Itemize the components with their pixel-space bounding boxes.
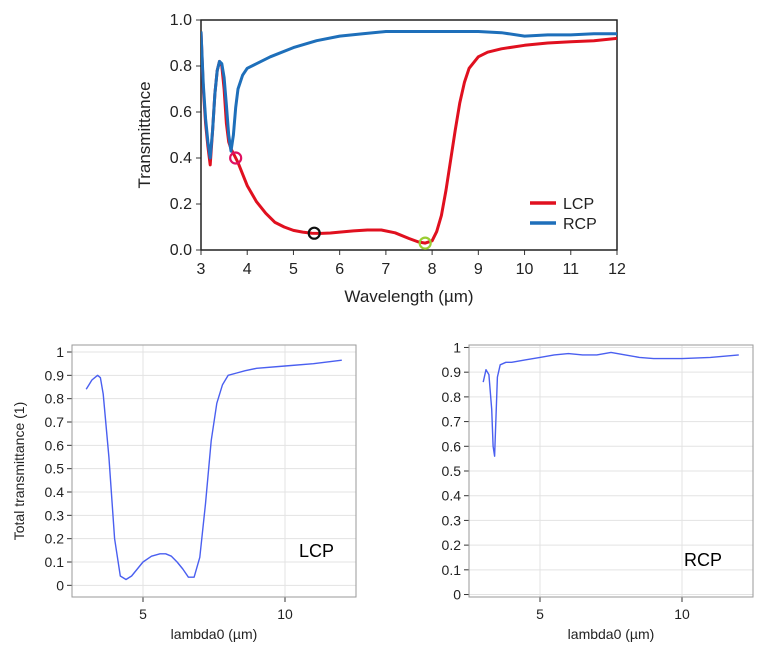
- rcp-ytick-label: 0.8: [442, 389, 462, 405]
- rcp-ytick-label: 0.6: [442, 438, 462, 454]
- lcp-ytick-label: 0.6: [45, 437, 65, 453]
- lcp-ytick-label: 0: [56, 577, 64, 593]
- top-ytick-label: 0.6: [170, 104, 192, 121]
- lcp-xtick-label: 5: [139, 606, 147, 622]
- lcp-y-axis-label: Total transmittance (1): [11, 402, 27, 541]
- rcp-series-rcp-line: [482, 351, 739, 457]
- lcp-ytick-label: 0.1: [45, 554, 65, 570]
- rcp-ytick-label: 0: [453, 587, 461, 603]
- top-xtick-label: 11: [562, 261, 579, 278]
- top-xtick-label: 5: [289, 261, 298, 278]
- top-y-axis-label: Transmittance: [135, 81, 154, 188]
- lcp-ytick-label: 0.9: [45, 367, 65, 383]
- top-series-rcp-line: [201, 30, 617, 160]
- lcp-annotation: LCP: [299, 541, 334, 561]
- top-x-axis-label: Wavelength (µm): [344, 287, 473, 306]
- rcp-annotation: RCP: [684, 550, 722, 570]
- top-xtick-label: 12: [608, 261, 626, 278]
- rcp-x-axis-label: lambda0 (µm): [568, 626, 655, 642]
- rcp-ytick-label: 0.5: [442, 463, 462, 479]
- legend-entry-rcp: RCP: [563, 216, 597, 233]
- rcp-ytick-label: 1: [453, 339, 461, 355]
- lcp-plot-frame: [71, 344, 357, 598]
- lcp-ytick-label: 0.7: [45, 414, 65, 430]
- rcp-ytick-label: 0.4: [442, 488, 462, 504]
- lcp-ytick-label: 0.4: [45, 484, 65, 500]
- top-xtick-label: 6: [335, 261, 344, 278]
- top-ytick-label: 0.4: [170, 150, 192, 167]
- top-marker-circle: [229, 151, 243, 165]
- top-xtick-label: 10: [516, 261, 534, 278]
- top-xtick-label: 3: [197, 261, 206, 278]
- rcp-ytick-label: 0.2: [442, 537, 462, 553]
- lcp-plot-border: [71, 344, 357, 598]
- lcp-series-lcp-line: [85, 359, 342, 581]
- rcp-ytick-label: 0.3: [442, 512, 462, 528]
- lcp-ytick-label: 1: [56, 344, 64, 360]
- lcp-ytick-label: 0.2: [45, 531, 65, 547]
- top-marker-circle: [418, 236, 432, 250]
- lcp-ytick-label: 0.3: [45, 507, 65, 523]
- top-plot-frame: [200, 19, 618, 251]
- top-ytick-label: 0.8: [170, 58, 192, 75]
- top-ytick-label: 0.2: [170, 196, 192, 213]
- lcp-x-axis-label: lambda0 (µm): [171, 626, 258, 642]
- rcp-xtick-label: 5: [536, 606, 544, 622]
- top-ytick-label: 0.0: [170, 242, 192, 259]
- top-marker-circle: [307, 226, 321, 240]
- top-ytick-label: 1.0: [170, 12, 192, 29]
- rcp-ytick-label: 0.9: [442, 364, 462, 380]
- rcp-xtick-label: 10: [674, 606, 690, 622]
- top-xtick-label: 8: [428, 261, 437, 278]
- rcp-ytick-label: 0.7: [442, 414, 462, 430]
- top-xtick-label: 4: [243, 261, 252, 278]
- rcp-plot-border: [468, 344, 754, 598]
- legend-entry-lcp: LCP: [563, 196, 594, 213]
- top-xtick-label: 9: [474, 261, 483, 278]
- lcp-ytick-label: 0.8: [45, 391, 65, 407]
- rcp-ytick-label: 0.1: [442, 562, 462, 578]
- lcp-xtick-label: 10: [277, 606, 293, 622]
- lcp-ytick-label: 0.5: [45, 461, 65, 477]
- top-xtick-label: 7: [381, 261, 390, 278]
- top-plot-border: [200, 19, 618, 251]
